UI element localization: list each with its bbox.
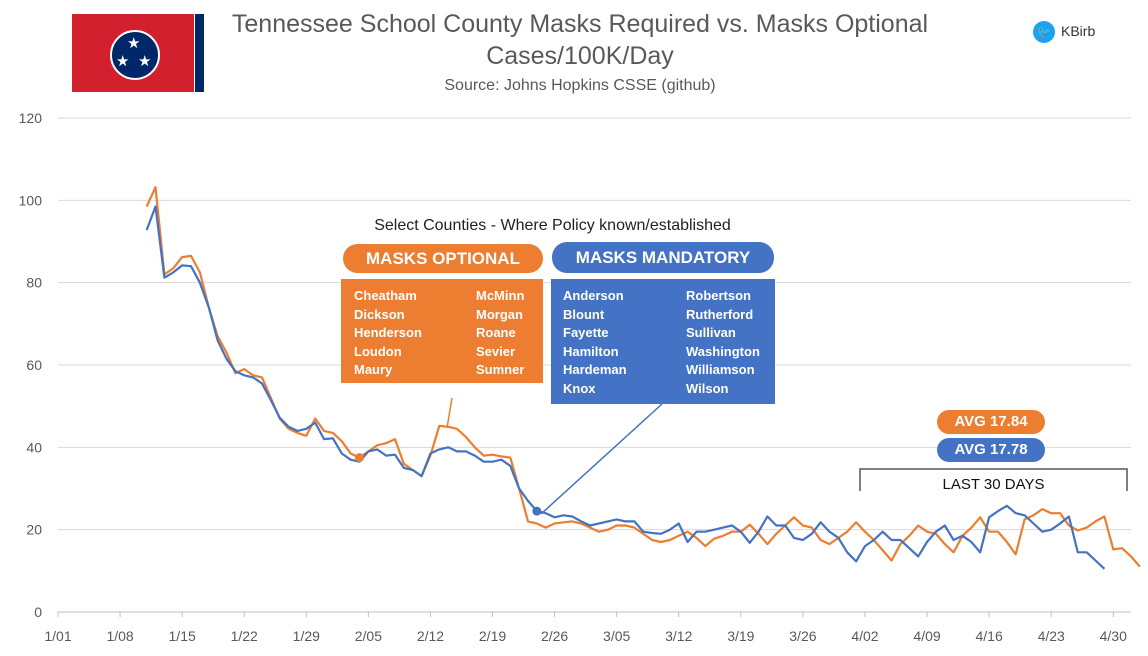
x-tick-label: 1/22 — [231, 628, 258, 644]
chart-subtitle: Cases/100K/Day — [486, 42, 674, 70]
optional-callout-dot — [355, 453, 365, 463]
last-30-days-bracket — [859, 468, 1128, 491]
county-name: Fayette — [563, 325, 609, 341]
optional-counties-col2: McMinn Morgan Roane Sevier Sumner — [476, 287, 524, 380]
x-tick-label: 3/12 — [665, 628, 692, 644]
flag-star-circle: ★ ★ ★ — [110, 30, 160, 80]
county-name: Knox — [563, 380, 596, 396]
county-name: Williamson — [686, 362, 755, 378]
twitter-handle: KBirb — [1061, 23, 1096, 39]
y-tick-label: 20 — [26, 522, 42, 538]
twitter-icon: 🐦 — [1033, 21, 1055, 43]
county-name: Sumner — [476, 362, 525, 378]
county-name: Loudon — [354, 343, 402, 359]
county-name: Wilson — [686, 380, 729, 396]
county-name: McMinn — [476, 288, 525, 303]
y-tick-label: 40 — [26, 439, 42, 455]
county-name: Maury — [354, 362, 393, 378]
x-tick-label: 4/16 — [975, 628, 1002, 644]
mandatory-callout-dot — [532, 506, 542, 516]
x-tick-label: 3/19 — [727, 628, 754, 644]
x-tick-label: 2/19 — [479, 628, 506, 644]
star-icon: ★ — [127, 35, 141, 52]
county-name: Hardeman — [563, 362, 627, 378]
y-tick-label: 60 — [26, 357, 42, 373]
optional-counties-box: Cheatham Dickson Henderson Loudon Maury McMi… — [341, 279, 543, 383]
avg-optional-badge: AVG 17.84 — [937, 410, 1045, 434]
county-name: Sullivan — [686, 325, 736, 341]
y-axis-ticks: 0 20 40 60 80 100 120 — [19, 110, 43, 620]
y-tick-label: 0 — [34, 604, 42, 620]
masks-mandatory-label: MASKS MANDATORY — [552, 242, 774, 273]
x-tick-label: 3/05 — [603, 628, 630, 644]
x-tick-label: 2/12 — [417, 628, 444, 644]
mandatory-counties-col2: Robertson Rutherford Sullivan Washington Wil… — [686, 287, 760, 399]
series-group — [145, 186, 1141, 570]
county-name: Morgan — [476, 306, 523, 322]
x-tick-label: 1/29 — [293, 628, 320, 644]
masks-optional-label: MASKS OPTIONAL — [343, 244, 543, 273]
county-name: Sevier — [476, 343, 516, 359]
y-tick-label: 80 — [26, 275, 42, 291]
x-tick-label: 2/05 — [355, 628, 382, 644]
county-name: Robertson — [686, 288, 751, 303]
county-name: Blount — [563, 306, 605, 322]
y-tick-label: 120 — [19, 110, 43, 126]
mandatory-counties-box: Anderson Blount Fayette Hamilton Hardeman Kno… — [551, 279, 775, 404]
mandatory-counties-col1: Anderson Blount Fayette Hamilton Hardeman Kno… — [563, 287, 627, 399]
county-name: Dickson — [354, 306, 405, 322]
x-tick-label: 1/08 — [106, 628, 133, 644]
mandatory-callout-line — [540, 403, 663, 515]
last-30-days-label: LAST 30 DAYS — [942, 476, 1045, 493]
county-name: Cheatham — [354, 288, 417, 303]
legend-heading: Select Counties - Where Policy known/est… — [374, 217, 731, 234]
county-name: Anderson — [563, 288, 624, 303]
series-line-mandatory — [145, 205, 1106, 570]
county-name: Roane — [476, 325, 516, 341]
chart-title: Tennessee School County Masks Required v… — [231, 10, 929, 38]
flag-blue-bar — [195, 14, 204, 92]
x-tick-label: 4/30 — [1100, 628, 1127, 644]
county-name: Rutherford — [686, 306, 754, 322]
x-tick-label: 2/26 — [541, 628, 568, 644]
optional-callout-line — [446, 397, 453, 429]
county-name: Henderson — [354, 325, 422, 341]
chart-source: Source: Johns Hopkins CSSE (github) — [444, 77, 716, 94]
avg-mandatory-badge: AVG 17.78 — [937, 438, 1045, 462]
star-icon: ★ — [116, 53, 130, 70]
county-name: Washington — [686, 343, 760, 359]
y-tick-label: 100 — [19, 192, 43, 208]
optional-counties-col1: Cheatham Dickson Henderson Loudon Maury — [354, 287, 422, 380]
x-tick-label: 1/15 — [169, 628, 196, 644]
x-tick-label: 4/02 — [851, 628, 878, 644]
star-icon: ★ — [138, 53, 152, 70]
x-tick-label: 4/09 — [913, 628, 940, 644]
x-tick-label: 1/01 — [44, 628, 71, 644]
x-axis-ticks: 1/01 1/08 1/15 1/22 1/29 2/05 2/12 2/19 2/26 3/05… — [44, 612, 1127, 644]
x-tick-label: 3/26 — [789, 628, 816, 644]
x-tick-label: 4/23 — [1038, 628, 1065, 644]
county-name: Hamilton — [563, 343, 619, 359]
